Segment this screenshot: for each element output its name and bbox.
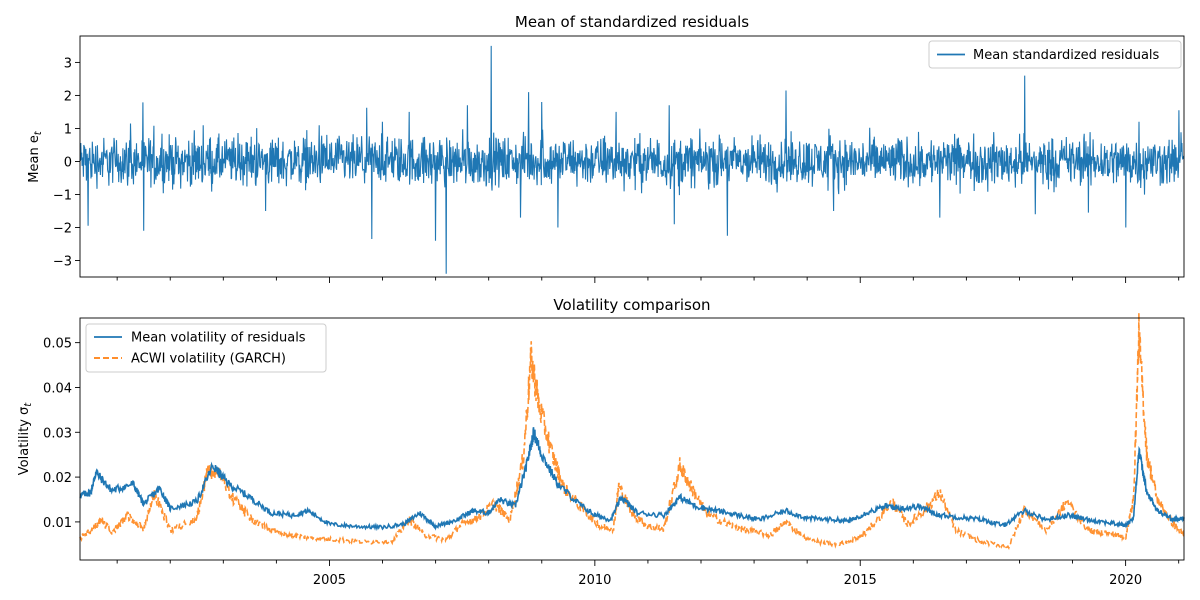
- residuals-y-tick-label: 3: [64, 56, 72, 71]
- residuals-x-axis: [116, 277, 1180, 283]
- residuals-legend: Mean standardized residuals: [928, 40, 1182, 69]
- volatility-legend: Mean volatility of residuals ACWI volati…: [85, 323, 327, 373]
- residuals-y-tick-label: −1: [53, 188, 72, 203]
- volatility-residuals-series-line: [79, 427, 1185, 532]
- volatility-x-tick-label: 2010: [578, 573, 611, 588]
- residuals-y-tick-label: −3: [53, 254, 72, 269]
- volatility-acwi-series-line: [79, 312, 1185, 550]
- volatility-legend-box: [85, 323, 327, 373]
- residuals-y-tick-label: 2: [64, 89, 72, 104]
- volatility-x-tick-label: 2015: [844, 573, 877, 588]
- residuals-y-axis-label: Mean et: [27, 130, 44, 183]
- residuals-legend-box: [928, 40, 1182, 69]
- volatility-y-tick-label: 0.04: [43, 381, 72, 396]
- volatility-axes-frame: [79, 317, 1185, 561]
- residuals-y-tick-label: 0: [64, 155, 72, 170]
- volatility-legend-acwi-label: ACWI volatility (GARCH): [131, 352, 286, 367]
- residuals-y-axis: −3 −2 −1 0 1 2 3: [53, 56, 80, 269]
- volatility-y-tick-label: 0.03: [43, 426, 72, 441]
- residuals-y-tick-label: 1: [64, 122, 72, 137]
- volatility-x-tick-label: 2020: [1109, 573, 1142, 588]
- volatility-chart-title: Volatility comparison: [553, 296, 710, 314]
- residuals-y-tick-label: −2: [53, 221, 72, 236]
- volatility-y-axis-label: Volatility σt: [17, 402, 34, 476]
- volatility-x-axis: 2005 2010 2015 2020: [116, 560, 1180, 588]
- residuals-chart-title: Mean of standardized residuals: [515, 13, 749, 31]
- volatility-x-tick-label: 2005: [313, 573, 346, 588]
- volatility-panel: Volatility comparison 0.010.020.030.040.…: [17, 296, 1185, 588]
- volatility-y-tick-label: 0.02: [43, 471, 72, 486]
- volatility-legend-residuals-label: Mean volatility of residuals: [131, 331, 306, 346]
- residuals-legend-label: Mean standardized residuals: [973, 48, 1160, 63]
- residuals-panel: Mean of standardized residuals −3 −2 −1 0 1 2…: [27, 13, 1185, 283]
- residuals-plot-area: [79, 45, 1185, 274]
- residuals-axes-frame: [79, 35, 1185, 278]
- volatility-y-tick-label: 0.01: [43, 516, 72, 531]
- volatility-y-axis: 0.01 0.02 0.03 0.04 0.05: [43, 337, 80, 531]
- volatility-y-tick-label: 0.05: [43, 337, 72, 352]
- volatility-plot-area: [79, 312, 1185, 550]
- residuals-series-line: [79, 45, 1185, 274]
